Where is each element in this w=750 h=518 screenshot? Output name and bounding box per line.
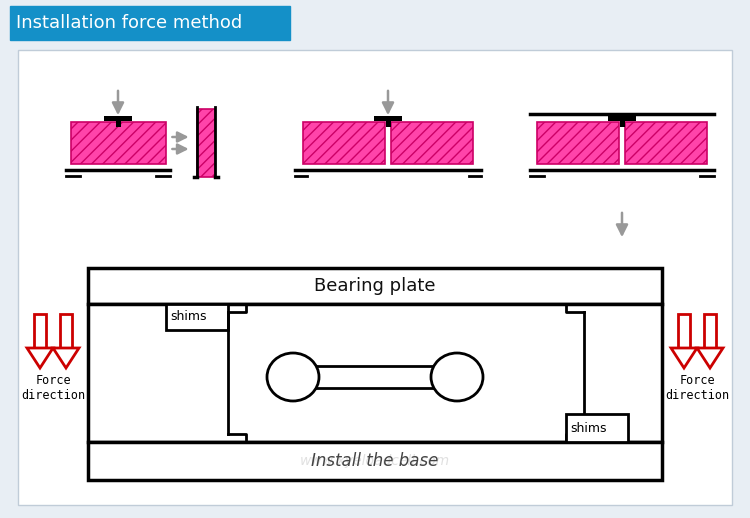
Text: Bearing plate: Bearing plate: [314, 277, 436, 295]
Bar: [566, 414, 628, 442]
Polygon shape: [671, 348, 697, 368]
Text: Install the base: Install the base: [311, 452, 439, 470]
Bar: [104, 116, 132, 121]
Text: shims: shims: [570, 422, 607, 435]
Bar: [608, 116, 636, 121]
Bar: [18, 50, 732, 505]
Bar: [34, 314, 46, 348]
Polygon shape: [27, 348, 53, 368]
Bar: [88, 304, 662, 442]
Bar: [625, 122, 707, 164]
Polygon shape: [697, 348, 723, 368]
Bar: [196, 109, 214, 177]
Bar: [70, 122, 166, 164]
Text: Force
direction: Force direction: [665, 374, 729, 402]
Ellipse shape: [431, 353, 483, 401]
Bar: [88, 268, 662, 304]
Bar: [620, 121, 625, 127]
Bar: [374, 116, 402, 121]
Bar: [303, 122, 385, 164]
Bar: [678, 314, 690, 348]
Bar: [391, 122, 473, 164]
Bar: [116, 121, 121, 127]
Polygon shape: [53, 348, 79, 368]
Ellipse shape: [267, 353, 319, 401]
Bar: [166, 304, 228, 330]
Bar: [60, 314, 72, 348]
Bar: [537, 122, 619, 164]
Bar: [704, 314, 716, 348]
Bar: [88, 442, 662, 480]
Text: www.xyeloadcell.com: www.xyeloadcell.com: [300, 454, 450, 468]
Bar: [10, 6, 290, 40]
Bar: [386, 121, 391, 127]
Text: shims: shims: [170, 310, 206, 324]
Text: Installation force method: Installation force method: [16, 14, 242, 32]
Text: Force
direction: Force direction: [21, 374, 85, 402]
